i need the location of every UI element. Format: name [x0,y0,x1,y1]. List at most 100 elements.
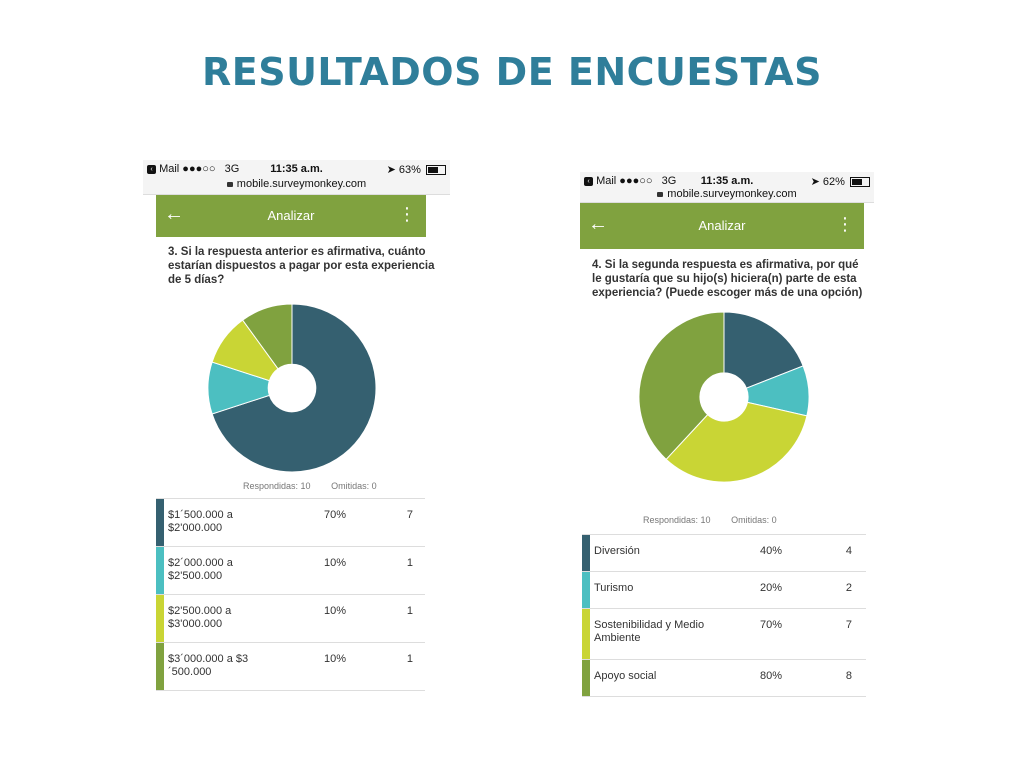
answer-label-line2: ´500.000 [168,666,212,678]
answer-label-line2: Ambiente [594,632,641,644]
arrow-left-icon[interactable]: ← [588,213,608,235]
answer-label-line1: Sostenibilidad y Medio [594,619,705,631]
results-table: $1´500.000 a $2'000.000 70% 7 $2´000.000 a $2… [156,498,425,691]
app-title: Analizar [267,208,315,223]
status-time: 11:35 a.m. [700,175,754,187]
donut-slice [665,401,808,483]
answer-percent: 70% [324,509,347,521]
answer-label: $2'500.000 a $3'000.000 [168,605,231,631]
answer-label: $2´000.000 a $2'500.000 [168,557,233,583]
answer-count: 7 [845,619,852,631]
responded-count: Respondidas: 10 [643,515,711,525]
answer-label-line1: $1´500.000 a [168,509,233,521]
answer-percent: 10% [324,605,347,617]
answer-count: 1 [406,653,413,665]
answer-percent: 10% [324,653,347,665]
back-to-app-icon[interactable]: ‹ [147,164,156,174]
lock-icon [226,181,233,187]
table-row: $2'500.000 a $3'000.000 10% 1 [156,595,425,643]
table-row: Apoyo social 80% 8 [582,660,866,697]
answer-count: 7 [406,509,413,521]
donut-slice [638,311,725,461]
legend-color-swatch [582,535,590,571]
table-row: Diversión 40% 4 [582,535,866,572]
status-time: 11:35 a.m. [270,163,323,175]
donut-slice [723,311,804,389]
signal-icon: ●●●○○ [182,163,216,175]
answer-count: 4 [845,545,852,557]
answer-percent: 70% [760,619,783,631]
skipped-count: Omitidas: 0 [331,481,377,491]
answer-label: Sostenibilidad y Medio Ambiente [594,619,704,645]
battery-percent: 62% [822,176,845,188]
donut-slice [211,303,377,473]
legend-color-swatch [582,572,590,608]
question-text: 3. Si la respuesta anterior es afirmativ… [168,246,435,286]
location-icon: ➤ [386,164,396,176]
answer-label-line1: $2´000.000 a [168,557,233,569]
network-label: 3G [224,163,240,175]
url-bar[interactable]: mobile.surveymonkey.com [667,188,797,200]
answer-label-line1: Apoyo social [594,670,657,682]
answer-label-line1: Diversión [594,545,640,557]
back-app-label[interactable]: Mail [159,163,180,175]
answer-label: $1´500.000 a $2'000.000 [168,509,233,535]
battery-percent: 63% [398,164,421,176]
table-row: Turismo 20% 2 [582,572,866,609]
legend-color-swatch [582,660,590,696]
kebab-menu-icon[interactable]: ⋮ [398,204,416,224]
answer-percent: 10% [324,557,347,569]
answer-percent: 40% [760,545,783,557]
status-bar: ‹ Mail ●●●○○ 3G 11:35 a.m. ➤ 62% mobile.… [580,172,874,203]
phone-screenshot-1: ‹ Mail ●●●○○ 3G 11:35 a.m. ➤ 63% mobile.… [143,160,450,695]
answer-count: 1 [406,557,413,569]
network-label: 3G [661,175,677,187]
table-row: $3´000.000 a $3 ´500.000 10% 1 [156,643,425,691]
answer-count: 1 [406,605,413,617]
answer-label-line1: $3´000.000 a $3 [168,653,249,665]
arrow-left-icon[interactable]: ← [164,203,184,225]
table-row: $2´000.000 a $2'500.000 10% 1 [156,547,425,595]
location-icon: ➤ [810,176,820,188]
legend-color-swatch [582,609,590,659]
answer-label-line1: Turismo [594,582,634,594]
answer-label-line1: $2'500.000 a [168,605,232,617]
answer-label: Turismo [594,582,633,595]
answer-label-line2: $2'000.000 [168,522,223,534]
legend-color-swatch [156,547,164,594]
legend-color-swatch [156,643,164,690]
answer-label: Apoyo social [594,670,656,683]
status-bar: ‹ Mail ●●●○○ 3G 11:35 a.m. ➤ 63% mobile.… [143,160,450,195]
donut-slice [241,303,293,370]
answer-label-line2: $2'500.000 [168,570,223,582]
responded-count: Respondidas: 10 [243,481,311,491]
answer-percent: 80% [760,670,783,682]
answer-percent: 20% [760,582,783,594]
app-title: Analizar [698,218,746,233]
legend-color-swatch [156,499,164,546]
results-table: Diversión 40% 4 Turismo 20% 2 Sostenibilidad y… [582,534,866,697]
url-bar[interactable]: mobile.surveymonkey.com [236,178,367,190]
answer-count: 8 [845,670,852,682]
legend-color-swatch [156,595,164,642]
answer-label: Diversión [594,545,640,558]
answer-count: 2 [845,582,852,594]
donut-chart [207,303,377,473]
donut-chart [638,311,810,483]
app-bar: ← Analizar ⋮ [580,203,864,249]
battery-icon [426,165,446,176]
kebab-menu-icon[interactable]: ⋮ [836,214,854,234]
phone-screenshot-2: ‹ Mail ●●●○○ 3G 11:35 a.m. ➤ 62% mobile.… [580,172,874,702]
answer-label-line2: $3'000.000 [168,618,223,630]
app-bar: ← Analizar ⋮ [156,195,426,237]
signal-icon: ●●●○○ [619,175,653,187]
battery-icon [850,177,870,188]
slide-title: RESULTADOS DE ENCUESTAS [201,50,822,94]
back-app-label[interactable]: Mail [596,175,617,187]
lock-icon [657,191,664,197]
answer-label: $3´000.000 a $3 ´500.000 [168,653,248,679]
back-to-app-icon[interactable]: ‹ [584,176,593,186]
table-row: Sostenibilidad y Medio Ambiente 70% 7 [582,609,866,660]
table-row: $1´500.000 a $2'000.000 70% 7 [156,499,425,547]
question-text: 4. Si la segunda respuesta es afirmativa… [592,259,863,299]
